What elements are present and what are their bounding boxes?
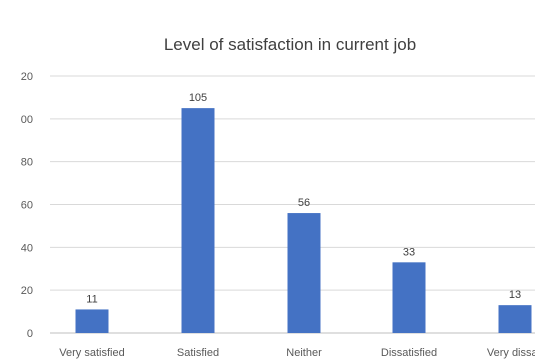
data-labels: 11 105 56 33 13 <box>86 92 521 305</box>
bar <box>498 305 532 333</box>
chart-title: Level of satisfaction in current job <box>164 35 416 54</box>
category-label: Very satisfied <box>59 347 124 359</box>
y-tick-label: 60 <box>21 200 33 212</box>
category-label: Very dissati <box>487 347 535 359</box>
y-tick-label: 0 <box>27 328 33 340</box>
bar <box>75 309 109 333</box>
y-tick-label: 80 <box>21 157 33 169</box>
y-tick-label: 20 <box>21 71 33 83</box>
x-axis-category-labels: Very satisfied Satisfied Neither Dissatisfi… <box>59 347 535 359</box>
data-label: 56 <box>298 197 310 209</box>
y-tick-label: 40 <box>21 242 33 254</box>
bars <box>75 108 532 333</box>
y-axis-tick-labels: 0 20 40 60 80 00 20 <box>21 71 33 340</box>
bar <box>287 213 321 333</box>
data-label: 11 <box>86 293 97 305</box>
bar <box>392 262 426 333</box>
data-label: 105 <box>189 92 207 104</box>
y-tick-label: 00 <box>21 114 33 126</box>
data-label: 33 <box>403 246 415 258</box>
category-label: Satisfied <box>177 347 219 359</box>
data-label: 13 <box>509 289 521 301</box>
bar <box>181 108 215 333</box>
category-label: Neither <box>286 347 322 359</box>
y-tick-label: 20 <box>21 285 33 297</box>
category-label: Dissatisfied <box>381 347 437 359</box>
